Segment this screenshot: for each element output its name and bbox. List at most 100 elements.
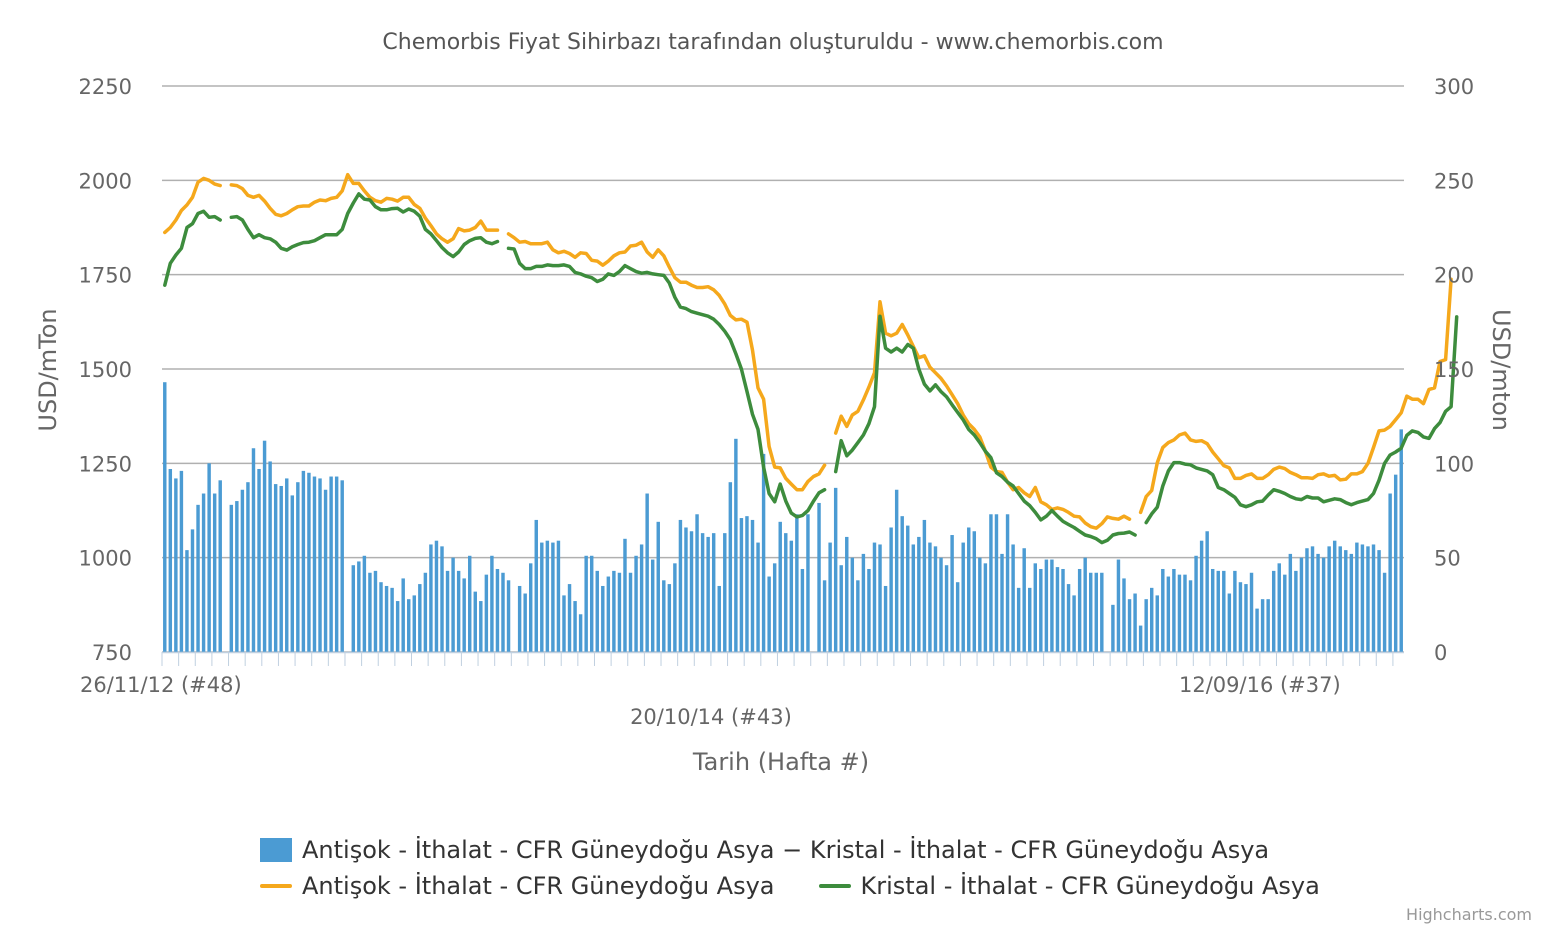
legend-label-difference: Antişok - İthalat - CFR Güneydoğu Asya −… (302, 836, 1270, 864)
bar (201, 493, 206, 652)
gridlines (162, 85, 1404, 653)
bar (1205, 531, 1209, 652)
bar (1382, 572, 1387, 652)
bar (1127, 599, 1132, 652)
legend-row-2: Antişok - İthalat - CFR Güneydoğu Asya K… (260, 868, 1364, 904)
bar (689, 531, 694, 652)
bar (739, 518, 744, 652)
bar (540, 542, 544, 652)
bar (1199, 540, 1204, 652)
bar (645, 493, 649, 652)
bar (1233, 570, 1237, 652)
bar (578, 614, 583, 652)
bar (667, 584, 672, 652)
bar (495, 568, 500, 652)
bar (1299, 557, 1304, 652)
bar (894, 489, 899, 652)
bar (601, 585, 605, 652)
bar (1260, 599, 1265, 652)
bar (401, 578, 405, 652)
legend-label-antisok: Antişok - İthalat - CFR Güneydoğu Asya (302, 872, 775, 900)
legend-line-swatch-antisok (260, 884, 292, 888)
bar (1072, 595, 1076, 652)
bar (1271, 570, 1276, 652)
bar (1172, 568, 1176, 652)
y-right-tick-label: 300 (1434, 75, 1474, 99)
bar (468, 555, 472, 652)
bar (745, 516, 749, 652)
bar (606, 576, 611, 652)
bar (978, 557, 982, 652)
bar (1349, 553, 1354, 652)
bar (772, 563, 777, 652)
bar (1039, 568, 1043, 652)
bar (939, 557, 943, 652)
bar (251, 448, 256, 652)
bar (789, 540, 794, 652)
legend-label-kristal: Kristal - İthalat - CFR Güneydoğu Asya (860, 872, 1320, 900)
bar (373, 570, 378, 652)
bar (473, 591, 477, 652)
bar (623, 538, 627, 652)
bar (972, 531, 977, 652)
bar (817, 502, 821, 652)
bar (1371, 544, 1376, 652)
bar (662, 580, 666, 652)
bar (1055, 567, 1060, 652)
bar (778, 521, 782, 652)
bar (1238, 582, 1243, 652)
bar (673, 563, 677, 652)
bar (423, 572, 428, 652)
bar (1310, 546, 1315, 652)
y-right-tick-label: 250 (1434, 169, 1474, 193)
bar (1332, 540, 1337, 652)
bar (517, 585, 522, 652)
x-tick-label: 12/09/16 (#37) (1179, 673, 1341, 697)
bar (833, 487, 838, 652)
bar (761, 453, 766, 652)
bar (368, 572, 372, 652)
bar (407, 599, 411, 652)
bar (212, 493, 217, 652)
bar (301, 470, 306, 652)
bar (889, 527, 893, 652)
legend-row-1: Antişok - İthalat - CFR Güneydoğu Asya −… (260, 832, 1313, 868)
bar (1094, 572, 1098, 652)
bar (479, 601, 483, 652)
bar (412, 595, 417, 652)
bar (163, 382, 167, 652)
line-antisok (163, 172, 1453, 530)
bar (717, 585, 721, 652)
bar (983, 563, 988, 652)
bar (944, 565, 949, 652)
line-kristal (163, 192, 1459, 545)
bar (334, 476, 339, 652)
bar (595, 570, 599, 652)
bar (451, 557, 455, 652)
legend-item-antisok[interactable]: Antişok - İthalat - CFR Güneydoğu Asya (260, 872, 775, 900)
bar (1344, 550, 1348, 652)
bar (1355, 542, 1359, 652)
bar (784, 533, 788, 652)
bar (1244, 584, 1248, 652)
bar (1316, 553, 1320, 652)
bar (296, 482, 300, 652)
legend-item-difference[interactable]: Antişok - İthalat - CFR Güneydoğu Asya −… (260, 836, 1269, 864)
y-axis-left-label: USD/mTon (34, 308, 62, 431)
bar (1288, 553, 1293, 652)
bar (246, 482, 250, 652)
highcharts-credit[interactable]: Highcharts.com (1406, 905, 1532, 924)
bar (1061, 568, 1065, 652)
y-left-tick-label: 1250 (79, 452, 132, 476)
bar (379, 582, 383, 652)
bar (795, 514, 799, 652)
bar (650, 559, 655, 652)
legend-item-kristal[interactable]: Kristal - İthalat - CFR Güneydoğu Asya (818, 872, 1320, 900)
bar (528, 563, 533, 652)
bar (307, 472, 311, 652)
bar (285, 478, 289, 652)
bar (1155, 595, 1159, 652)
bar (523, 593, 527, 652)
bar (1283, 574, 1287, 652)
bar (340, 480, 344, 652)
